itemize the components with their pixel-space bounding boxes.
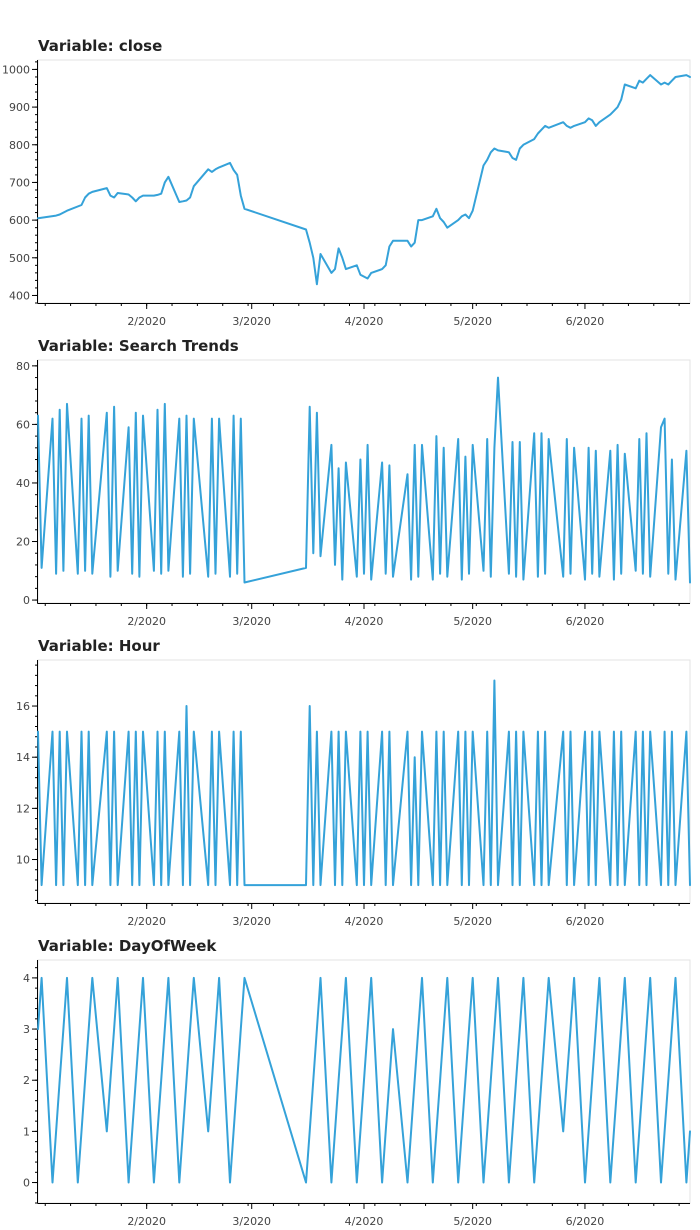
y-tick-label: 2 <box>23 1074 30 1087</box>
x-tick-label: 6/2020 <box>566 315 605 328</box>
chart-title: Variable: close <box>38 37 162 55</box>
x-tick-label: 3/2020 <box>232 915 271 928</box>
x-tick-label: 2/2020 <box>127 1215 166 1228</box>
y-tick-label: 900 <box>9 101 30 114</box>
y-tick-label: 20 <box>16 536 30 549</box>
y-tick-label: 0 <box>23 1177 30 1190</box>
y-tick-label: 600 <box>9 214 30 227</box>
chart-title: Variable: Hour <box>38 637 160 655</box>
series-line <box>37 679 691 887</box>
series-line <box>37 74 691 286</box>
x-tick-label: 4/2020 <box>345 915 384 928</box>
chart-panel-1: Variable: close 400 500 600 700 800 900 1000 2/2… <box>2 37 691 328</box>
y-tick-label: 500 <box>9 252 30 265</box>
y-tick-label: 1 <box>23 1125 30 1138</box>
x-tick-label: 2/2020 <box>127 615 166 628</box>
y-tick-label: 1000 <box>2 63 30 76</box>
y-tick-label: 0 <box>23 594 30 607</box>
x-tick-label: 6/2020 <box>566 1215 605 1228</box>
x-tick-label: 5/2020 <box>453 915 492 928</box>
y-tick-label: 60 <box>16 418 30 431</box>
y-tick-label: 16 <box>16 700 30 713</box>
x-tick-label: 5/2020 <box>453 315 492 328</box>
chart-title: Variable: DayOfWeek <box>38 937 217 955</box>
x-tick-label: 4/2020 <box>345 315 384 328</box>
x-tick-label: 3/2020 <box>232 615 271 628</box>
x-tick-label: 5/2020 <box>453 1215 492 1228</box>
y-tick-label: 4 <box>23 972 30 985</box>
x-tick-label: 6/2020 <box>566 915 605 928</box>
y-tick-label: 3 <box>23 1023 30 1036</box>
x-tick-label: 4/2020 <box>345 1215 384 1228</box>
y-tick-label: 800 <box>9 139 30 152</box>
chart-panel-4: Variable: DayOfWeek 0 1 2 3 4 2/2020 3/2020 4/20… <box>23 937 691 1228</box>
x-tick-label: 5/2020 <box>453 615 492 628</box>
chart-panel-3: Variable: Hour 10 12 14 16 2/2020 3/2020 4/2020… <box>16 637 691 928</box>
x-tick-label: 6/2020 <box>566 615 605 628</box>
y-tick-label: 10 <box>16 854 30 867</box>
y-tick-label: 400 <box>9 289 30 302</box>
chart-title: Variable: Search Trends <box>38 337 239 355</box>
x-tick-label: 3/2020 <box>232 1215 271 1228</box>
y-tick-label: 700 <box>9 176 30 189</box>
x-tick-label: 4/2020 <box>345 615 384 628</box>
y-tick-label: 12 <box>16 802 30 815</box>
y-tick-label: 40 <box>16 477 30 490</box>
y-tick-label: 14 <box>16 751 30 764</box>
x-tick-label: 3/2020 <box>232 315 271 328</box>
plot-frame <box>37 59 691 304</box>
x-tick-label: 2/2020 <box>127 315 166 328</box>
series-line <box>37 376 691 584</box>
y-tick-label: 80 <box>16 360 30 373</box>
x-tick-label: 2/2020 <box>127 915 166 928</box>
chart-panel-2: Variable: Search Trends 0 20 40 60 80 2/2020 3/… <box>16 337 691 628</box>
series-line <box>37 976 691 1184</box>
